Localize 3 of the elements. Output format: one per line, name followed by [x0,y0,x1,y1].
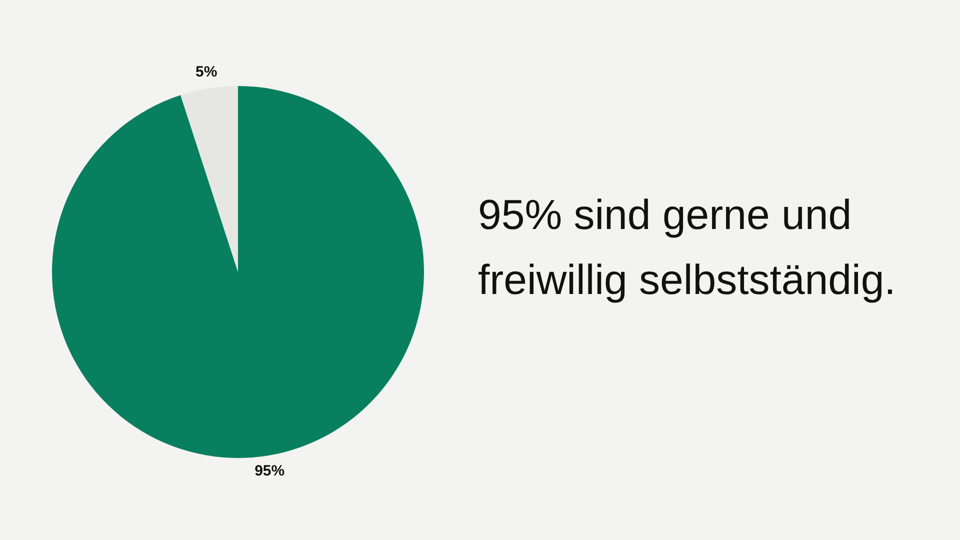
data-label: 5% [196,64,218,81]
data-label: 95% [254,462,285,480]
text: 95% sind gerne und freiwillig selbstständig. [478,190,897,305]
